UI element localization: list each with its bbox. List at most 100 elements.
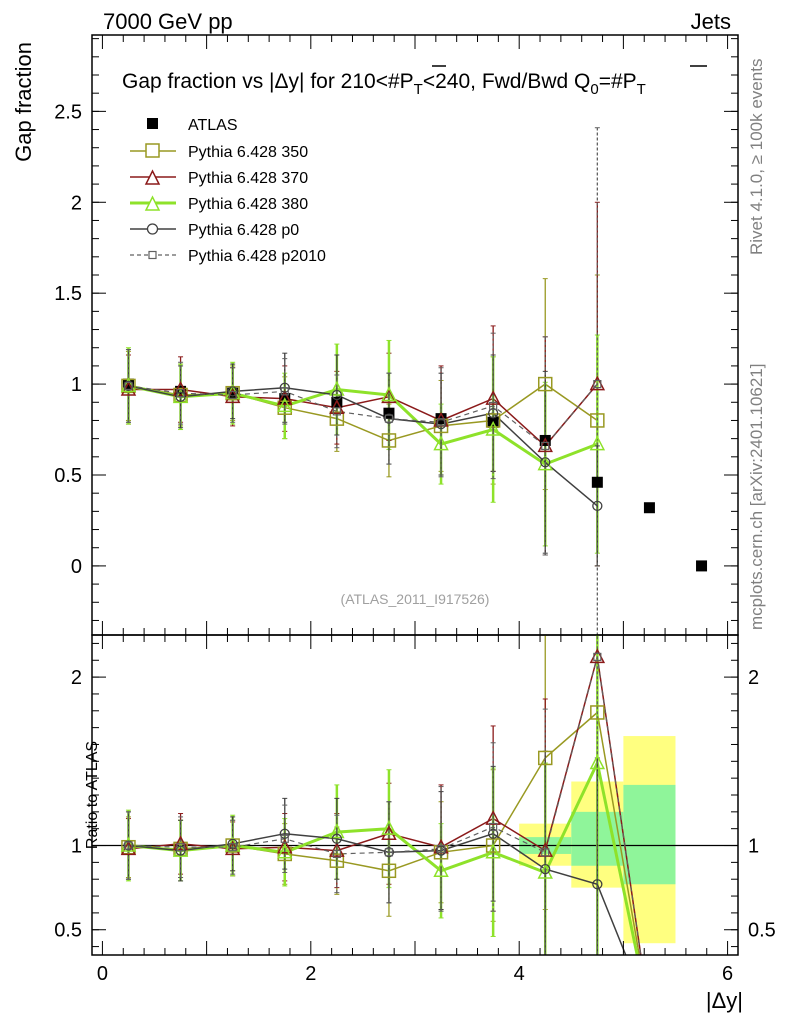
data-point-p370 (277, 838, 293, 854)
data-point-p0 (487, 408, 499, 419)
data-point-p350 (277, 846, 293, 862)
legend-marker-p0 (146, 223, 159, 235)
y-tick-label: 1 (71, 836, 82, 858)
data-point-p380 (433, 435, 449, 451)
data-point-p350 (485, 838, 501, 853)
legend: ATLAS Pythia 6.428 350 Pythia 6.428 370 … (130, 117, 326, 265)
data-point-p2010 (280, 834, 289, 843)
data-point-atlas (643, 502, 655, 514)
data-point-p370 (172, 835, 189, 851)
data-point-p2010 (280, 387, 289, 396)
series-line-p380 (128, 758, 639, 955)
data-point-p2010 (124, 841, 133, 850)
y-tick-label: 0.5 (54, 465, 82, 487)
legend-item-atlas: ATLAS (147, 117, 238, 134)
data-point-p0 (435, 418, 447, 430)
x-tick-label: 0 (97, 963, 108, 985)
legend-item-p350: Pythia 6.428 350 (130, 143, 308, 161)
data-point-p0 (540, 457, 551, 468)
data-point-p380 (381, 386, 397, 402)
data-point-p350 (329, 411, 345, 426)
legend-label-p2010: Pythia 6.428 p2010 (188, 248, 326, 265)
main-title: Gap fraction vs |Δy| for 210<#PT<240, Fw… (122, 65, 707, 98)
ratio-panel: 0.5 0.5 1 1 2 2 0 2 4 6 Ratio to ATLAS |Δy| (54, 634, 776, 1013)
data-point-p2010 (176, 389, 185, 398)
legend-marker-p370 (144, 169, 161, 185)
y-tick-label: 0 (71, 556, 82, 578)
data-point-p2010 (489, 822, 498, 832)
data-point-p370 (172, 380, 189, 396)
main-ylabel: Gap fraction (11, 42, 36, 162)
legend-item-p370: Pythia 6.428 370 (130, 169, 308, 187)
data-point-p2010 (384, 414, 394, 423)
data-point-p380 (485, 843, 501, 859)
data-point-atlas (591, 476, 603, 488)
data-point-p2010 (332, 407, 341, 416)
data-point-p0 (227, 838, 238, 849)
y-tick-label: 0.5 (54, 920, 82, 942)
analysis-watermark: (ATLAS_2011_I917526) (341, 591, 490, 607)
series-line-p370 (128, 383, 598, 447)
data-point-p0 (331, 833, 343, 844)
data-point-p2010 (384, 848, 394, 857)
data-point-p0 (227, 386, 238, 397)
main-panel: 0 0.5 1 1.5 2 2.5 Gap fraction Gap fraction v… (11, 34, 739, 636)
legend-marker-atlas (147, 118, 158, 129)
data-point-p350 (590, 413, 605, 428)
main-plot-area (120, 127, 708, 635)
y-tick-label: 2.5 (54, 101, 82, 123)
series-line-p370 (128, 656, 642, 955)
data-point-p350 (277, 400, 293, 415)
data-point-p380 (381, 820, 397, 835)
series-line-p0 (128, 385, 598, 507)
data-point-p0 (487, 828, 499, 839)
data-point-p350 (537, 376, 553, 392)
data-point-p380 (329, 823, 345, 839)
data-point-p350 (329, 853, 345, 868)
legend-label-p350: Pythia 6.428 350 (188, 144, 308, 161)
data-point-p0 (279, 382, 290, 393)
header-left: 7000 GeV pp (103, 9, 233, 34)
series-line-p380 (128, 384, 598, 466)
data-point-p370 (381, 388, 397, 404)
data-point-p380 (329, 380, 345, 396)
legend-item-p2010: Pythia 6.428 p2010 (130, 248, 326, 265)
data-point-p370 (485, 390, 501, 405)
ratio-ylabel: Ratio to ATLAS (84, 741, 101, 849)
data-point-p380 (537, 455, 553, 471)
clipped-plot (92, 635, 738, 955)
legend-label-p380: Pythia 6.428 380 (188, 196, 308, 213)
data-point-atlas (227, 387, 239, 399)
uncertainty-band-inner (623, 784, 676, 885)
data-point-p0 (383, 413, 395, 424)
x-tick-label: 4 (514, 963, 525, 985)
data-point-p2010 (593, 652, 602, 661)
data-point-p380 (277, 397, 293, 413)
data-point-p2010 (489, 401, 498, 411)
data-point-p370 (381, 825, 397, 840)
data-point-p0 (123, 840, 134, 851)
data-point-p380 (589, 754, 606, 770)
legend-label-p0: Pythia 6.428 p0 (188, 222, 299, 239)
data-point-p0 (175, 391, 186, 402)
legend-item-p380: Pythia 6.428 380 (130, 195, 308, 213)
data-point-p2010 (332, 849, 341, 859)
data-point-p0 (331, 389, 343, 401)
rivet-label: Rivet 4.1.0, ≥ 100k events (747, 59, 766, 255)
y-tick-label-right: 2 (748, 667, 759, 689)
data-point-p0 (592, 500, 603, 512)
data-point-p2010 (436, 418, 446, 427)
data-point-p2010 (228, 843, 237, 852)
header-right: Jets (691, 9, 731, 34)
data-point-p350 (381, 433, 397, 448)
data-point-p350 (485, 413, 501, 428)
x-axis-label: |Δy| (706, 988, 743, 1013)
legend-marker-p380 (144, 195, 161, 211)
data-point-p0 (540, 863, 551, 875)
clipped-plot (120, 127, 708, 635)
data-point-p0 (175, 845, 186, 856)
mcplots-label: mcplots.cern.ch [arXiv:2401.10621] (747, 364, 766, 630)
data-point-atlas (383, 407, 395, 419)
data-point-p380 (277, 843, 293, 859)
data-point-p0 (123, 380, 134, 392)
